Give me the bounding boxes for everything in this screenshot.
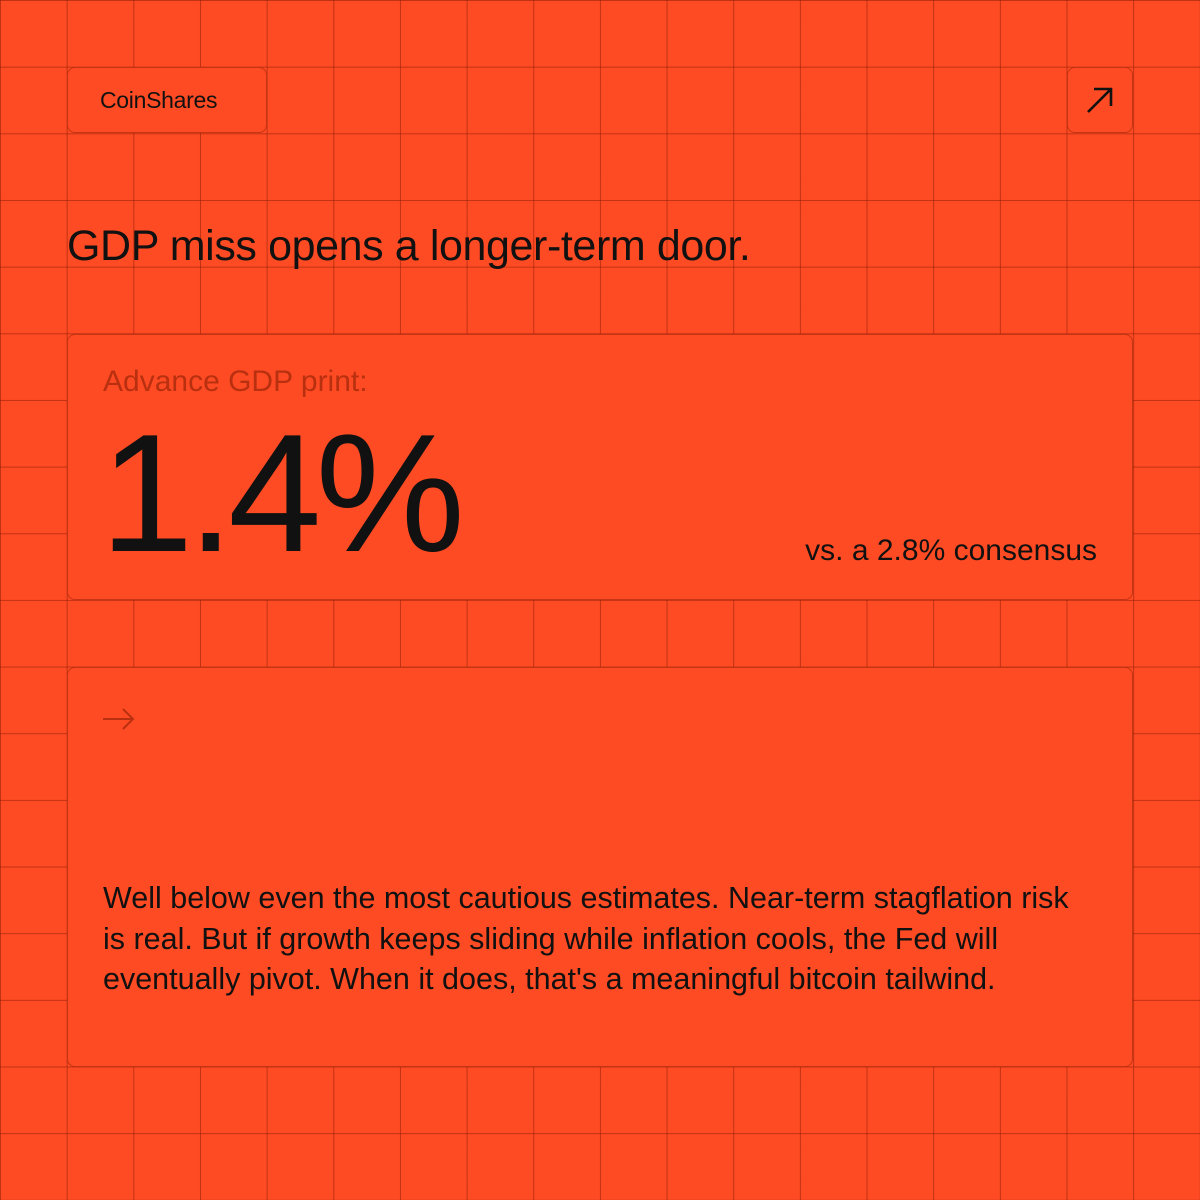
commentary-text: Well below even the most cautious estima… <box>103 881 1069 996</box>
stat-value: 1.4% <box>100 399 465 587</box>
brand-logo-box: CoinShares <box>67 67 267 133</box>
brand-logo: CoinShares <box>100 86 218 113</box>
commentary-card: Well below even the most cautious estima… <box>67 667 1133 1067</box>
page-headline: GDP miss opens a longer-term door. <box>67 222 751 270</box>
gdp-stat-card: Advance GDP print: 1.4% vs. a 2.8% conse… <box>67 334 1133 600</box>
stat-comparison: vs. a 2.8% consensus <box>805 534 1097 567</box>
arrow-right-icon <box>103 708 135 730</box>
arrow-up-right-icon <box>1087 87 1113 113</box>
stat-label: Advance GDP print: <box>103 365 368 398</box>
external-link-button[interactable] <box>1067 67 1133 133</box>
